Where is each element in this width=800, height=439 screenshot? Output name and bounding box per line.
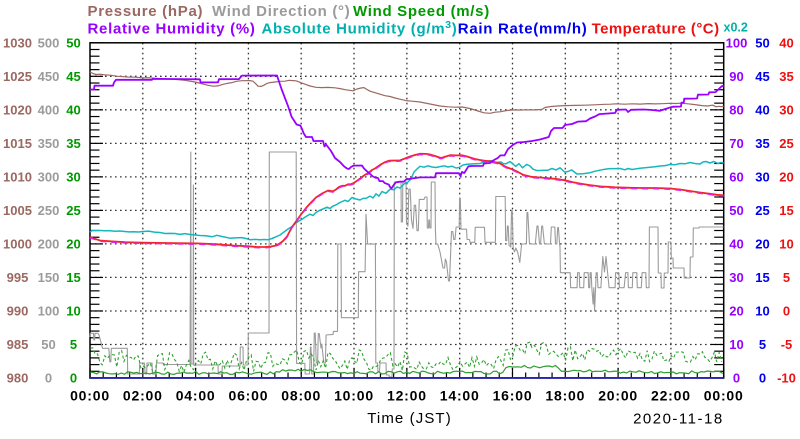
svg-text:40: 40 [755,102,769,117]
svg-text:04:00: 04:00 [176,388,216,404]
svg-text:150: 150 [38,270,60,285]
svg-text:45: 45 [66,69,80,84]
svg-text:45: 45 [755,69,769,84]
svg-text:985: 985 [7,337,29,352]
svg-text:08:00: 08:00 [281,388,321,404]
svg-text:25: 25 [779,136,793,151]
svg-text:0: 0 [733,371,740,386]
svg-text:Wind Direction (°): Wind Direction (°) [212,3,350,20]
svg-text:995: 995 [7,270,29,285]
svg-text:15: 15 [779,203,793,218]
svg-text:10: 10 [729,337,743,352]
svg-text:Wind Speed (m/s): Wind Speed (m/s) [353,3,490,20]
svg-text:10: 10 [779,236,793,251]
svg-text:Absolute Humidity (g/m3): Absolute Humidity (g/m3) [262,19,458,38]
svg-text:22:00: 22:00 [651,388,691,404]
svg-text:40: 40 [66,102,80,117]
svg-text:Pressure (hPa): Pressure (hPa) [88,3,204,20]
svg-text:40: 40 [779,35,793,50]
svg-text:-10: -10 [777,371,796,386]
svg-text:40: 40 [729,236,743,251]
svg-text:500: 500 [38,35,60,50]
svg-text:18:00: 18:00 [545,388,585,404]
svg-text:16:00: 16:00 [493,388,533,404]
svg-text:80: 80 [729,102,743,117]
svg-text:0: 0 [45,371,52,386]
svg-text:02:00: 02:00 [123,388,163,404]
svg-text:15: 15 [755,270,769,285]
svg-text:30: 30 [755,169,769,184]
svg-text:200: 200 [38,236,60,251]
svg-text:1020: 1020 [3,102,32,117]
svg-text:30: 30 [66,169,80,184]
svg-text:Temperature (°C): Temperature (°C) [592,20,720,37]
svg-text:20: 20 [66,236,80,251]
svg-text:1025: 1025 [3,69,32,84]
svg-text:25: 25 [755,203,769,218]
svg-text:100: 100 [38,304,60,319]
svg-text:-5: -5 [781,337,793,352]
svg-text:10: 10 [66,304,80,319]
svg-text:350: 350 [38,136,60,151]
svg-text:35: 35 [755,136,769,151]
svg-text:2020-11-18: 2020-11-18 [633,411,724,428]
svg-text:1030: 1030 [3,35,32,50]
svg-text:70: 70 [729,136,743,151]
svg-text:60: 60 [729,169,743,184]
svg-text:10:00: 10:00 [334,388,374,404]
svg-text:25: 25 [66,203,80,218]
svg-text:50: 50 [41,337,55,352]
svg-text:990: 990 [7,304,29,319]
svg-text:0: 0 [70,371,77,386]
svg-text:20:00: 20:00 [598,388,638,404]
svg-text:1015: 1015 [3,136,32,151]
svg-text:Rain Rate(mm/h): Rain Rate(mm/h) [458,20,588,37]
svg-text:90: 90 [729,69,743,84]
svg-text:14:00: 14:00 [440,388,480,404]
svg-text:35: 35 [66,136,80,151]
svg-text:300: 300 [38,169,60,184]
svg-text:30: 30 [779,102,793,117]
svg-text:5: 5 [783,270,790,285]
svg-text:5: 5 [759,337,766,352]
svg-text:400: 400 [38,102,60,117]
svg-text:980: 980 [7,371,29,386]
svg-text:450: 450 [38,69,60,84]
svg-text:0: 0 [759,371,766,386]
svg-text:250: 250 [38,203,60,218]
svg-text:1000: 1000 [3,236,32,251]
svg-text:10: 10 [755,304,769,319]
svg-text:x0.2: x0.2 [724,21,748,35]
svg-text:20: 20 [779,169,793,184]
svg-text:50: 50 [729,203,743,218]
svg-text:06:00: 06:00 [228,388,268,404]
svg-text:30: 30 [729,270,743,285]
svg-text:Relative Humidity (%): Relative Humidity (%) [88,20,256,37]
svg-text:1010: 1010 [3,169,32,184]
svg-text:Time (JST): Time (JST) [367,410,452,427]
svg-text:0: 0 [783,304,790,319]
svg-text:00:00: 00:00 [704,388,744,404]
svg-text:1005: 1005 [3,203,32,218]
svg-text:20: 20 [729,304,743,319]
svg-text:35: 35 [779,69,793,84]
svg-text:5: 5 [70,337,77,352]
svg-text:100: 100 [726,35,748,50]
svg-text:12:00: 12:00 [387,388,427,404]
svg-text:50: 50 [755,35,769,50]
svg-text:50: 50 [66,35,80,50]
svg-text:20: 20 [755,236,769,251]
svg-text:00:00: 00:00 [70,388,110,404]
svg-text:15: 15 [66,270,80,285]
